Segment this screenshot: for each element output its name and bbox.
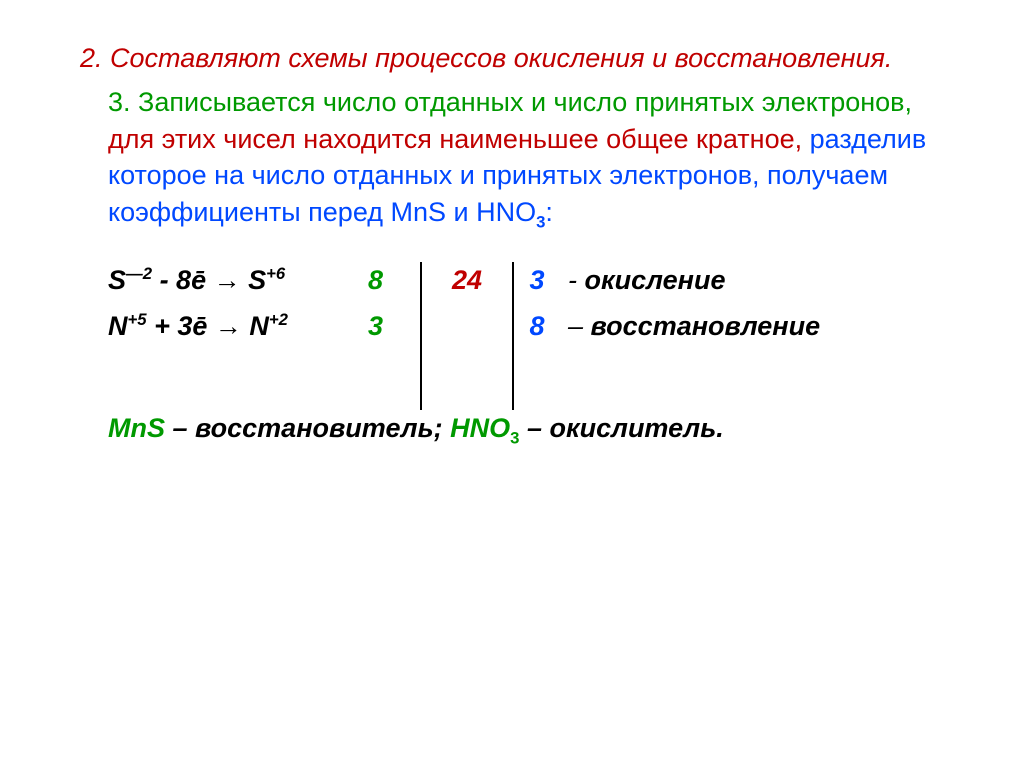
step2-num: 2. (80, 43, 103, 73)
r2-lbl: восстановление (591, 311, 821, 341)
r2-s1: N (108, 311, 128, 341)
row1-lcm: 24 (422, 262, 512, 298)
vline-1 (420, 262, 422, 410)
step2-text: Составляют схемы процессов окисления и в… (110, 43, 892, 73)
sum-f2-txt: HNO (450, 413, 510, 443)
row1-formula: S—2 - 8ē → S+6 (108, 262, 368, 298)
step3-red: для этих чисел находится наименьшее обще… (108, 124, 802, 154)
row2-formula: N+5 + 3ē → N+2 (108, 308, 368, 344)
r1-ox1: —2 (126, 264, 152, 283)
r1-s2: S (248, 265, 266, 295)
r1-dash: - (568, 265, 585, 295)
row1-electrons: 8 (368, 262, 422, 298)
r2-ox1: +5 (128, 310, 147, 329)
r1-s1: S (108, 265, 126, 295)
row2-coef: 8 (512, 308, 562, 344)
sum-f2: HNO3 (450, 413, 519, 443)
step3-num: 3. (108, 87, 131, 117)
sum-t2: – окислитель. (519, 413, 723, 443)
step3-green: Записывается число отданных и число прин… (138, 87, 912, 117)
row2-electrons: 3 (368, 308, 422, 344)
r1-op: - 8ē → (152, 265, 248, 295)
vline-2 (512, 262, 514, 410)
r1-ox2: +6 (266, 264, 285, 283)
sum-t1: – восстановитель; (165, 413, 450, 443)
balance-row-oxidation: S—2 - 8ē → S+6 8 24 3 - окисление (108, 262, 944, 308)
row2-label: – восстановление (562, 308, 820, 344)
balance-row-reduction: N+5 + 3ē → N+2 3 8 – восстановление (108, 308, 944, 354)
slide-content: 2. Составляют схемы процессов окисления … (0, 0, 1024, 490)
row1-coef: 3 (512, 262, 562, 298)
row1-label: - окисление (562, 262, 725, 298)
step3-blue-end: : (545, 197, 553, 227)
electron-balance: S—2 - 8ē → S+6 8 24 3 - окисление N+5 + … (108, 262, 944, 354)
r2-dash: – (568, 311, 591, 341)
r2-op: + 3ē → (147, 311, 250, 341)
r2-s2: N (249, 311, 269, 341)
step-3: 3. Записывается число отданных и число п… (108, 84, 944, 233)
summary-line: MnS – восстановитель; HNO3 – окислитель. (108, 410, 944, 450)
sum-f1: MnS (108, 413, 165, 443)
step-2: 2. Составляют схемы процессов окисления … (80, 40, 944, 76)
r1-lbl: окисление (585, 265, 726, 295)
r2-ox2: +2 (269, 310, 288, 329)
